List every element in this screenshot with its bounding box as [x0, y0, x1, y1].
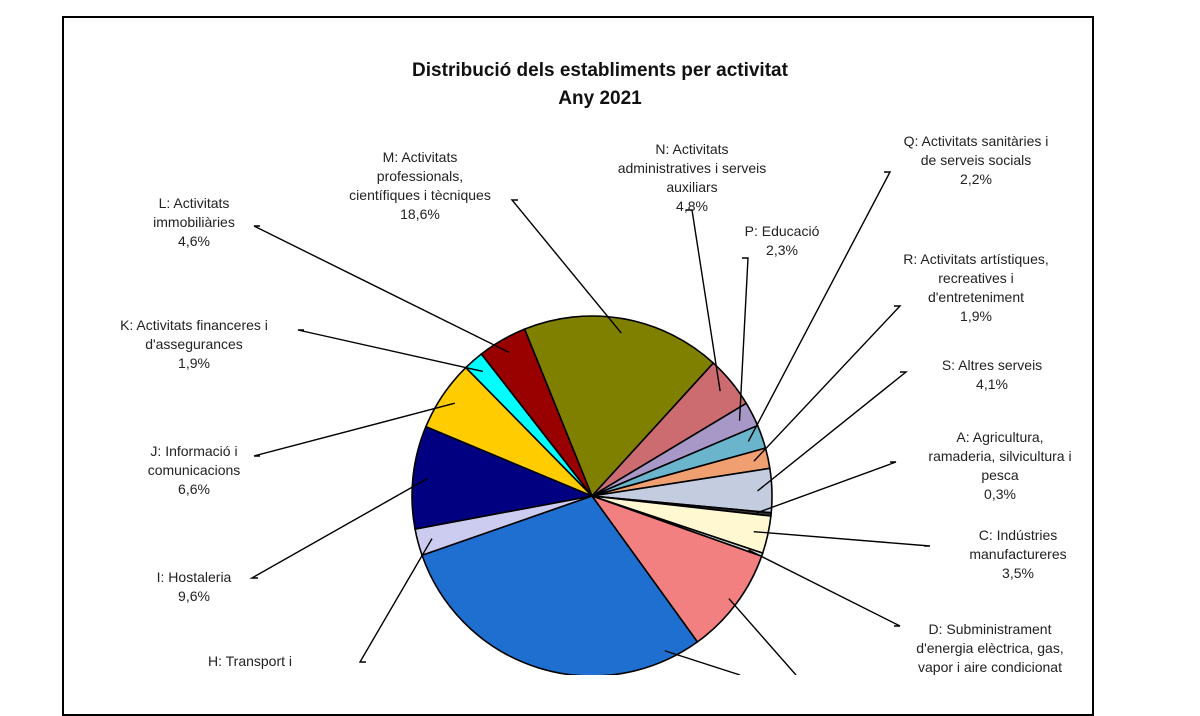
slice-label-line: M: Activitats — [382, 149, 458, 165]
slice-label-line: H: Transport i — [207, 653, 293, 669]
slice-label-line: recreatives i — [938, 270, 1014, 286]
pie-slice-i — [411, 425, 595, 530]
slice-label-line: Q: Activitats sanitàries i — [903, 133, 1049, 149]
slice-value-label: 6,6% — [178, 481, 210, 497]
slice-label-d: D: Subministrament d'energia elèctrica, g… — [870, 620, 1110, 677]
slice-label-l: L: Activitats immobiliàries 4,6% — [74, 194, 314, 251]
slice-label-line: manufactureres — [969, 546, 1067, 562]
slice-value-label: 0,3% — [984, 486, 1016, 502]
slice-label-line: d'entreteniment — [927, 289, 1025, 305]
leader-line-r — [753, 305, 902, 462]
pie-slice-l — [480, 328, 593, 497]
slice-value-label: 2,3% — [766, 242, 798, 258]
pie-slice-m — [523, 315, 715, 498]
slice-label-s: S: Altres serveis 4,1% — [872, 356, 1112, 394]
slice-label-line: comunicacions — [147, 462, 241, 478]
slice-label-line: S: Altres serveis — [941, 357, 1043, 373]
slice-label-line: científiques i tècniques — [349, 187, 491, 203]
leader-line-h — [358, 538, 433, 663]
slice-label-line: P: Educació — [744, 223, 820, 239]
slice-label-line: N: Activitats — [655, 141, 729, 157]
slice-value-label: 4,6% — [178, 233, 210, 249]
slice-label-line: R: Activitats artístiques, — [903, 251, 1049, 267]
slice-label-line: vapor i aire condicionat — [918, 659, 1062, 675]
chart-title: Distribució dels establiments per activi… — [412, 60, 788, 81]
slice-label-line: professionals, — [376, 168, 464, 184]
leader-line-k — [297, 329, 484, 373]
slice-label-k: K: Activitats financeres i d'assegurances… — [74, 316, 314, 373]
slice-label-q: Q: Activitats sanitàries i de serveis soc… — [856, 132, 1096, 189]
slice-label-line: ramaderia, silvicultura i — [928, 448, 1072, 464]
slice-label-line: auxiliars — [666, 179, 718, 195]
slice-label-line: C: Indústries — [978, 527, 1058, 543]
slice-label-a: A: Agricultura, ramaderia, silvicultura i… — [880, 428, 1120, 504]
leader-line-c — [753, 530, 931, 547]
leader-line-i — [249, 477, 428, 579]
slice-label-line: D: Subministrament — [928, 621, 1052, 637]
slice-value-label: 4,8% — [676, 198, 708, 214]
slice-label-i: I: Hostaleria 9,6% — [74, 568, 314, 606]
slice-value-label: 9,6% — [178, 588, 210, 604]
slice-label-line: L: Activitats — [158, 195, 230, 211]
slice-label-m: M: Activitats professionals, científiques … — [300, 148, 540, 224]
slice-label-line: de serveis socials — [920, 152, 1032, 168]
leader-line-q — [747, 171, 892, 442]
slice-label-line: administratives i serveis — [617, 160, 767, 176]
slice-label-h: H: Transport i — [130, 652, 370, 671]
slice-label-line: pesca — [981, 467, 1019, 483]
leader-line-d — [748, 549, 901, 627]
slice-label-p: P: Educació 2,3% — [662, 222, 902, 260]
slice-label-line: K: Activitats financeres i — [120, 317, 268, 333]
pie-slice-g — [421, 495, 699, 675]
slice-value-label: 1,9% — [960, 308, 992, 324]
slice-label-line: immobiliàries — [153, 214, 235, 230]
leader-line-j — [253, 402, 456, 457]
leader-line-m — [510, 199, 622, 334]
slice-label-line: J: Informació i — [150, 443, 238, 459]
pie-chart — [249, 171, 931, 675]
slice-label-n: N: Activitats administratives i serveis au… — [572, 140, 812, 216]
pie-slice-f — [589, 494, 763, 644]
slice-label-c: C: Indústries manufactureres 3,5% — [898, 526, 1138, 583]
chart-subtitle: Any 2021 — [558, 88, 642, 109]
slice-value-label: 4,1% — [976, 376, 1008, 392]
slice-label-line: d'energia elèctrica, gas, — [916, 640, 1064, 656]
slice-label-j: J: Informació i comunicacions 6,6% — [74, 442, 314, 499]
slice-value-label: 1,9% — [178, 355, 210, 371]
leader-line-n — [686, 209, 721, 392]
slice-label-line: I: Hostaleria — [156, 569, 232, 585]
leader-line-p — [738, 257, 749, 421]
slice-value-label: 2,2% — [960, 171, 992, 187]
leader-line-a — [756, 461, 897, 514]
slice-label-line: A: Agricultura, — [956, 429, 1044, 445]
slice-value-label: 18,6% — [400, 206, 440, 222]
slice-label-r: R: Activitats artístiques, recreatives i d… — [856, 250, 1096, 326]
leader-line-f — [728, 598, 797, 675]
leader-line-g — [664, 650, 741, 675]
slice-value-label: 3,5% — [1002, 565, 1034, 581]
leader-line-l — [253, 225, 510, 354]
leader-line-s — [757, 371, 908, 492]
slice-label-line: d'assegurances — [145, 336, 243, 352]
